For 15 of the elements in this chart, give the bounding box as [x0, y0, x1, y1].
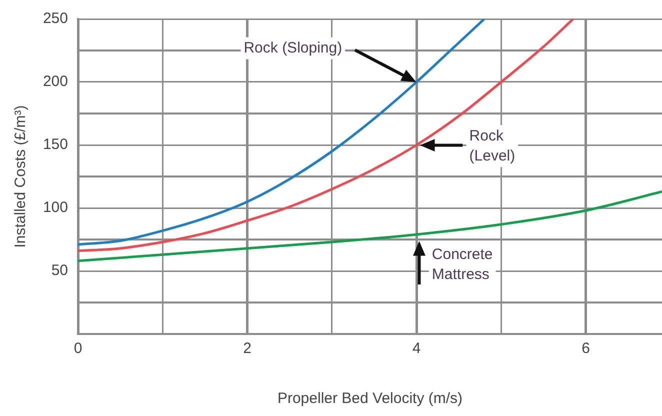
y-tick-label: 50 [51, 262, 68, 280]
x-tick-label: 0 [74, 340, 82, 358]
annotation: Rock (Sloping) [244, 39, 342, 56]
x-tick-label: 6 [582, 340, 590, 358]
y-tick-label: 100 [42, 199, 68, 216]
annotation: Concrete Mattress [432, 246, 493, 283]
y-tick-label: 250 [42, 10, 68, 28]
y-tick-label: 150 [42, 136, 68, 154]
y-tick-label: 200 [42, 73, 68, 90]
annotation: Rock (Level) [469, 127, 516, 164]
x-axis-title: Propeller Bed Velocity (m/s) [277, 390, 463, 408]
y-axis-title: Installed Costs (£/m³) [12, 105, 30, 248]
line-series [78, 190, 662, 262]
x-tick-label: 4 [412, 340, 421, 358]
x-tick-label: 2 [243, 340, 252, 358]
